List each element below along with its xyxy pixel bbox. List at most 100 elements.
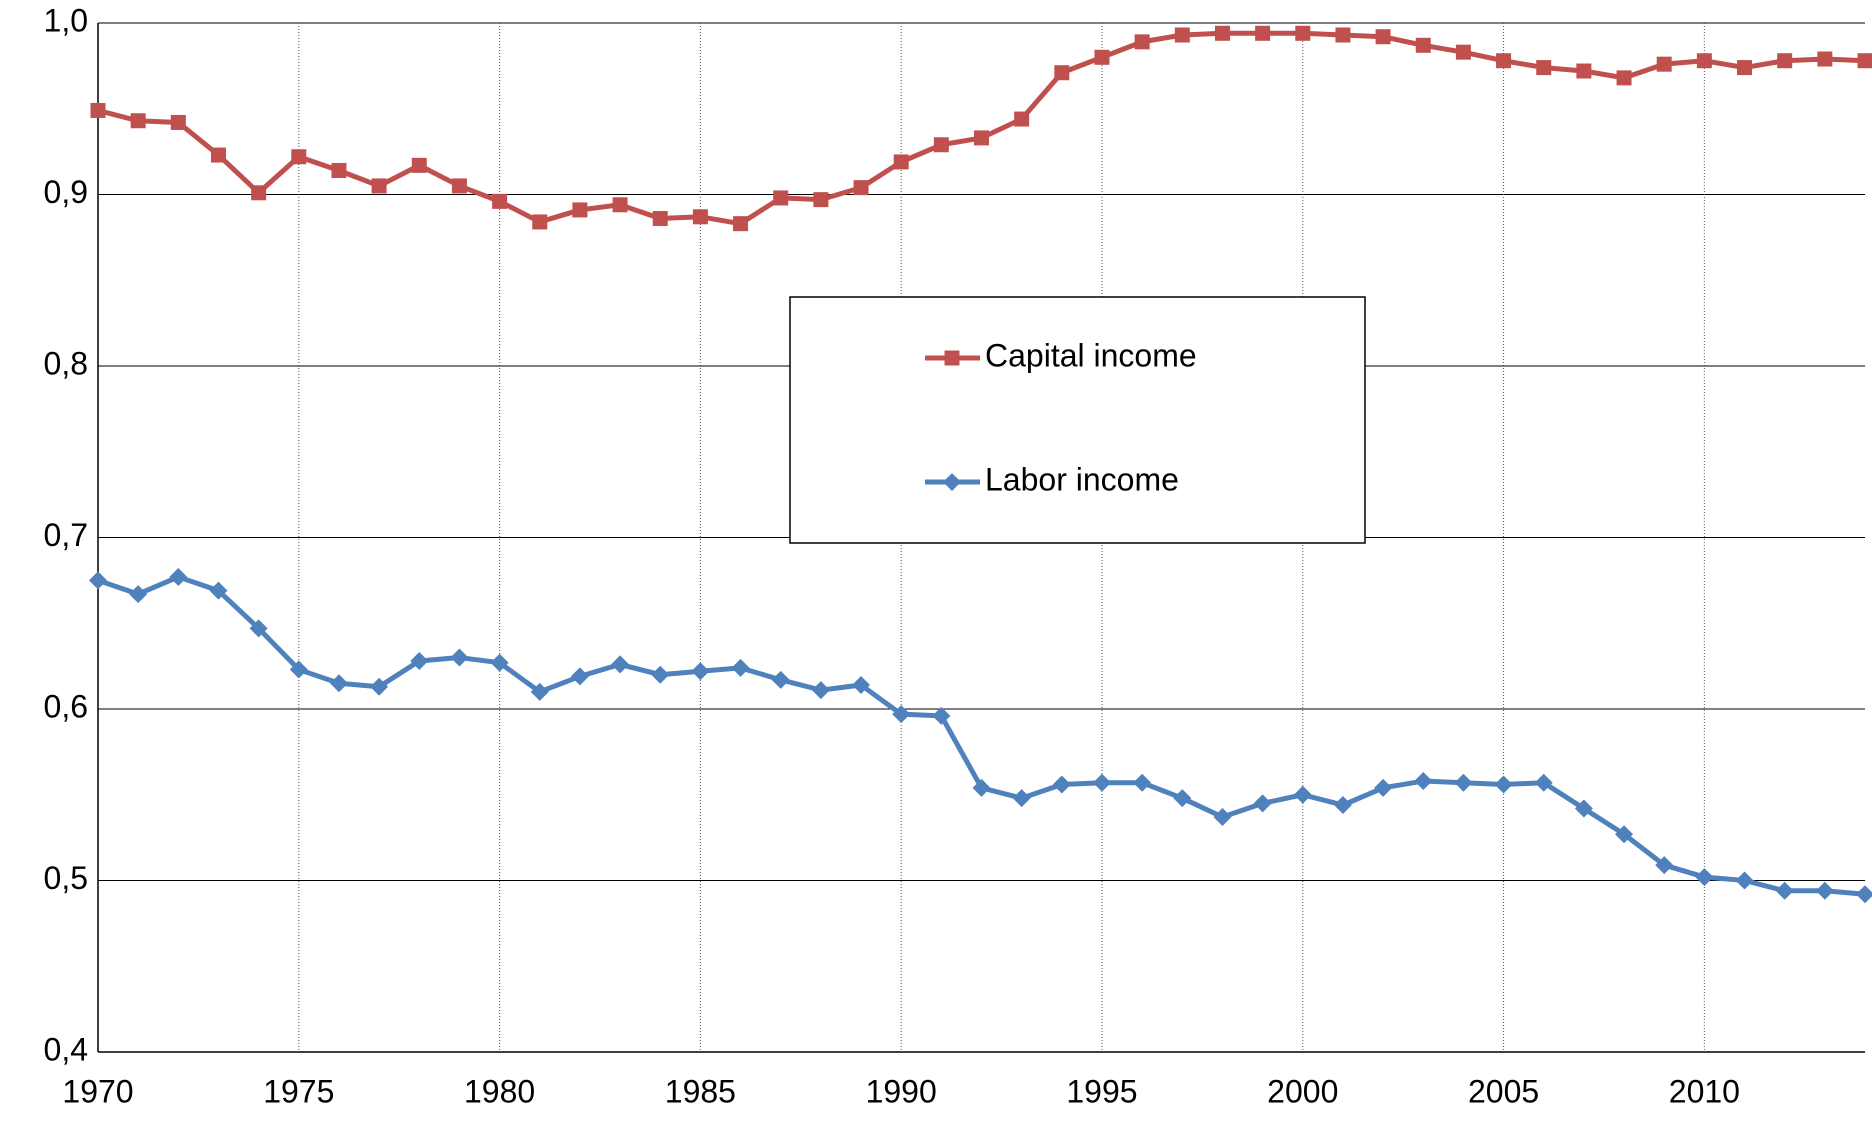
marker [1655, 856, 1674, 875]
marker [1014, 111, 1030, 127]
marker [90, 102, 106, 118]
y-tick-label: 1,0 [44, 2, 88, 38]
marker [1534, 773, 1553, 792]
marker [1656, 56, 1672, 72]
marker [612, 197, 628, 213]
marker [1213, 808, 1232, 827]
x-tick-label: 1980 [464, 1073, 535, 1109]
marker [572, 202, 588, 218]
marker [490, 653, 509, 672]
marker [1133, 773, 1152, 792]
marker [933, 137, 949, 153]
marker [1857, 53, 1872, 69]
marker [1696, 53, 1712, 69]
marker [371, 178, 387, 194]
marker [410, 651, 429, 670]
marker [129, 585, 148, 604]
marker [1414, 772, 1433, 791]
marker [1092, 773, 1111, 792]
marker [530, 682, 549, 701]
series-line [97, 30, 1866, 227]
marker [251, 185, 267, 201]
marker [532, 214, 548, 230]
marker [651, 665, 670, 684]
marker [1735, 871, 1754, 890]
marker [1052, 775, 1071, 794]
marker [974, 130, 989, 146]
marker [329, 674, 348, 693]
marker [1255, 25, 1271, 41]
marker [611, 655, 630, 674]
marker [450, 648, 469, 667]
marker [1775, 881, 1794, 900]
marker [1415, 37, 1431, 53]
marker [944, 350, 960, 366]
marker [811, 681, 830, 700]
x-tick-label: 1990 [866, 1073, 937, 1109]
x-tick-label: 2005 [1468, 1073, 1539, 1109]
marker [1214, 25, 1230, 41]
legend-label: Capital income [985, 337, 1197, 373]
marker [1496, 53, 1512, 69]
x-tick-label: 1985 [665, 1073, 736, 1109]
y-tick-label: 0,8 [44, 345, 88, 381]
marker [771, 670, 790, 689]
marker [411, 157, 427, 173]
marker [1295, 25, 1311, 41]
legend-label: Labor income [985, 461, 1179, 497]
marker [853, 180, 869, 196]
marker [943, 473, 961, 491]
marker [1375, 29, 1391, 45]
marker [249, 619, 268, 638]
marker [130, 113, 146, 129]
marker [1253, 794, 1272, 813]
marker [1174, 27, 1190, 43]
marker [1777, 53, 1793, 69]
marker [1695, 868, 1714, 887]
marker [972, 778, 991, 797]
marker [1815, 881, 1834, 900]
marker [1536, 60, 1552, 76]
marker [852, 675, 871, 694]
marker [652, 211, 668, 227]
marker [451, 178, 467, 194]
marker [1494, 775, 1513, 794]
legend-box [789, 296, 1366, 544]
marker [89, 571, 107, 590]
marker [169, 567, 188, 586]
marker [1134, 34, 1150, 50]
y-tick-label: 0,7 [44, 517, 88, 553]
marker [1454, 773, 1473, 792]
marker [893, 154, 909, 170]
marker [210, 147, 226, 163]
marker [1173, 789, 1192, 808]
x-tick-label: 1995 [1066, 1073, 1137, 1109]
marker [1856, 885, 1872, 904]
marker [1094, 49, 1110, 65]
marker [1012, 789, 1031, 808]
marker [1054, 65, 1070, 81]
marker [1293, 785, 1312, 804]
marker [289, 660, 308, 679]
marker [370, 677, 389, 696]
marker [1574, 799, 1593, 818]
x-tick-label: 2000 [1267, 1073, 1338, 1109]
marker [570, 667, 589, 686]
marker [892, 705, 911, 724]
marker [692, 209, 708, 225]
marker [291, 149, 307, 165]
marker [1817, 51, 1833, 67]
marker [813, 192, 829, 208]
marker [209, 581, 228, 600]
marker [1616, 70, 1632, 86]
marker [1737, 60, 1753, 76]
marker [1374, 778, 1393, 797]
marker [492, 193, 508, 209]
x-tick-label: 1970 [62, 1073, 133, 1109]
y-tick-label: 0,9 [44, 174, 88, 210]
marker [1333, 796, 1352, 815]
marker [170, 114, 186, 130]
x-tick-label: 2010 [1669, 1073, 1740, 1109]
y-tick-label: 0,6 [44, 688, 88, 724]
